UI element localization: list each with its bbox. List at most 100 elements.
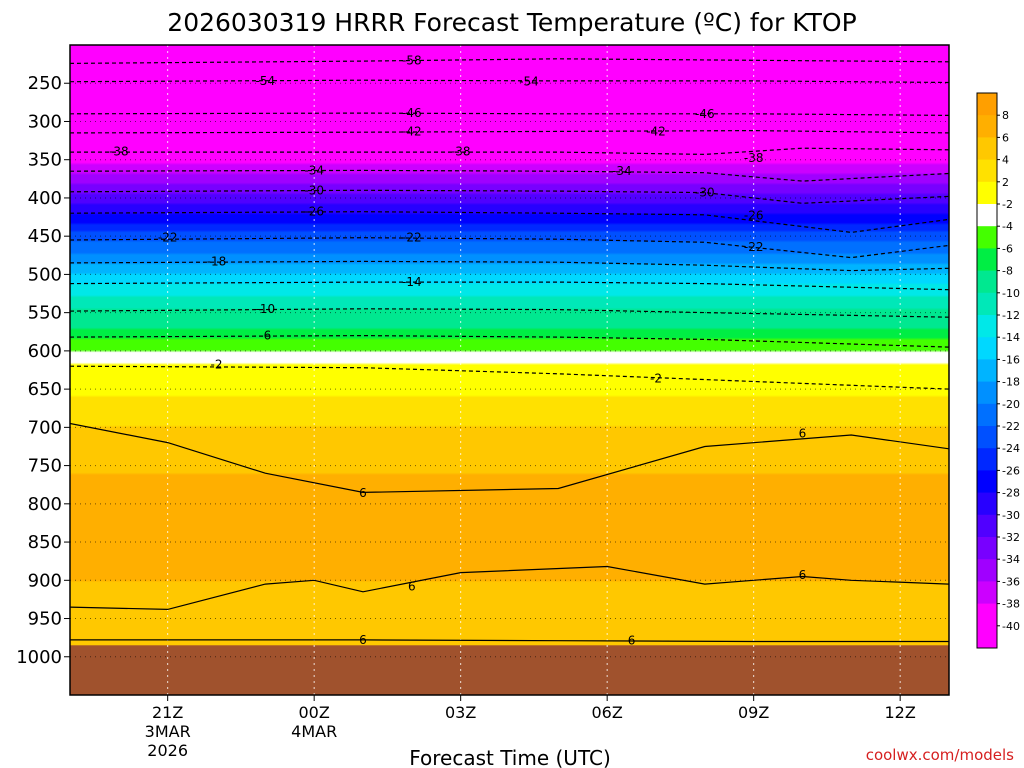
y-tick-label: 850 bbox=[28, 532, 62, 553]
y-tick-label: 750 bbox=[28, 456, 62, 477]
colorbar-tick-label: -24 bbox=[1002, 442, 1020, 455]
x-tick-label: 00Z bbox=[299, 703, 330, 722]
credit-link[interactable]: coolwx.com/models bbox=[866, 746, 1014, 764]
isotherm-line bbox=[70, 565, 949, 611]
isotherm-line bbox=[70, 189, 949, 204]
colorbar-segment bbox=[977, 381, 997, 405]
y-tick-label: 550 bbox=[28, 303, 62, 324]
colorbar-tick-label: 4 bbox=[1002, 154, 1009, 167]
isotherm-line bbox=[70, 334, 949, 348]
colorbar-segment bbox=[977, 559, 997, 582]
x-tick-label: 4MAR bbox=[291, 722, 337, 741]
colorbar-segment bbox=[977, 514, 997, 538]
isotherm-label: 6 bbox=[799, 568, 807, 582]
isotherm-label: -18 bbox=[207, 254, 227, 268]
colorbar-segment bbox=[977, 159, 997, 183]
colorbar-tick-label: -26 bbox=[1002, 464, 1020, 477]
y-tick-label: 500 bbox=[28, 264, 62, 285]
isotherm-line bbox=[70, 169, 949, 182]
colorbar-segment bbox=[977, 603, 997, 627]
colorbar-segment bbox=[977, 181, 997, 205]
colorbar-segment bbox=[977, 204, 997, 227]
y-tick-label: 300 bbox=[28, 111, 62, 132]
colorbar-segment bbox=[977, 93, 997, 116]
colorbar-segment bbox=[977, 448, 997, 471]
colorbar-tick-label: -10 bbox=[1002, 287, 1020, 300]
isotherm-line bbox=[70, 211, 949, 234]
colorbar-tick-label: -32 bbox=[1002, 531, 1020, 544]
y-tick-label: 650 bbox=[28, 379, 62, 400]
colorbar-segment bbox=[977, 403, 997, 427]
isotherm-label: 6 bbox=[799, 426, 807, 440]
isotherm-line bbox=[70, 422, 949, 494]
colorbar-segment bbox=[977, 359, 997, 383]
colorbar-tick-label: -12 bbox=[1002, 309, 1020, 322]
isotherm-label: -38 bbox=[451, 144, 471, 158]
colorbar-segment bbox=[977, 537, 997, 560]
colorbar-tick-label: -2 bbox=[1002, 198, 1013, 211]
isotherm-label: -34 bbox=[612, 164, 632, 178]
isotherm-line bbox=[70, 237, 949, 259]
ground-layer bbox=[70, 645, 949, 695]
isotherm-line bbox=[70, 639, 949, 643]
isotherm-line bbox=[70, 365, 949, 390]
x-tick-label: 09Z bbox=[738, 703, 769, 722]
isotherm-label: -34 bbox=[304, 163, 324, 177]
isotherm-label: -2 bbox=[211, 358, 223, 372]
isotherm-label: 6 bbox=[628, 634, 636, 648]
colorbar-segment bbox=[977, 337, 997, 360]
colorbar-tick-label: -22 bbox=[1002, 420, 1020, 433]
isotherm-label: -2 bbox=[650, 371, 662, 385]
colorbar-border bbox=[976, 92, 998, 649]
x-tick-label: 2026 bbox=[147, 741, 188, 760]
colorbar-tick-label: 8 bbox=[1002, 109, 1009, 122]
colorbar-tick-label: -28 bbox=[1002, 487, 1020, 500]
isotherm-label: -30 bbox=[304, 183, 324, 197]
colorbar-tick-label: -4 bbox=[1002, 220, 1013, 233]
y-tick-label: 600 bbox=[28, 341, 62, 362]
y-tick-label: 700 bbox=[28, 417, 62, 438]
colorbar-tick-label: 2 bbox=[1002, 176, 1009, 189]
isotherm-label: -46 bbox=[402, 106, 422, 120]
x-axis-label: Forecast Time (UTC) bbox=[409, 746, 611, 768]
isotherm-line bbox=[70, 260, 949, 272]
colorbar-tick-label: -40 bbox=[1002, 620, 1020, 633]
isotherm-label: -14 bbox=[402, 275, 422, 289]
plot-border bbox=[69, 44, 950, 696]
x-tick-label: 3MAR bbox=[145, 722, 191, 741]
grid-lines bbox=[70, 45, 949, 695]
y-tick-label: 800 bbox=[28, 494, 62, 515]
plot-area: -58 -54 -54 -46 -46 -42 -42 -38 -38 -38 -34 -34 -30 -… bbox=[70, 45, 949, 695]
colorbar-segment bbox=[977, 270, 997, 294]
colorbar-segment bbox=[977, 470, 997, 494]
y-tick-label: 450 bbox=[28, 226, 62, 247]
isotherm-line bbox=[70, 308, 949, 318]
y-tick-label: 1000 bbox=[16, 647, 62, 668]
colorbar-tick-label: -36 bbox=[1002, 575, 1020, 588]
colorbar-tick-label: -14 bbox=[1002, 331, 1020, 344]
colorbar-tick-label: -38 bbox=[1002, 598, 1020, 611]
isotherm-label: -54 bbox=[256, 74, 276, 88]
x-tick-label: 12Z bbox=[885, 703, 916, 722]
colorbar-tick-label: 6 bbox=[1002, 131, 1009, 144]
isotherm-label: -38 bbox=[744, 151, 764, 165]
isotherm-label: -54 bbox=[519, 75, 539, 89]
isotherm-lines: -58 -54 -54 -46 -46 -42 -42 -38 -38 -38 -34 -34 -30 -… bbox=[70, 53, 949, 648]
x-tick-label: 21Z bbox=[152, 703, 183, 722]
y-tick-label: 350 bbox=[28, 150, 62, 171]
isotherm-label: -30 bbox=[695, 186, 715, 200]
isotherm-label: -10 bbox=[256, 302, 276, 316]
y-tick-label: 950 bbox=[28, 609, 62, 630]
chart-title: 2026030319 HRRR Forecast Temperature (ºC… bbox=[167, 8, 856, 37]
colorbar-tick-label: -16 bbox=[1002, 353, 1020, 366]
isotherm-label: -26 bbox=[304, 205, 324, 219]
colorbar-segment bbox=[977, 315, 997, 338]
colorbar-segment bbox=[977, 426, 997, 449]
y-axis: 250 300 350 400 450 500 550 600 650 700 750 800 850 9… bbox=[16, 73, 70, 668]
colorbar-tick-label: -18 bbox=[1002, 376, 1020, 389]
isotherm-label: -26 bbox=[744, 209, 764, 223]
colorbar-segment bbox=[977, 248, 997, 272]
isotherm-line bbox=[70, 281, 949, 291]
temperature-field bbox=[70, 45, 949, 695]
